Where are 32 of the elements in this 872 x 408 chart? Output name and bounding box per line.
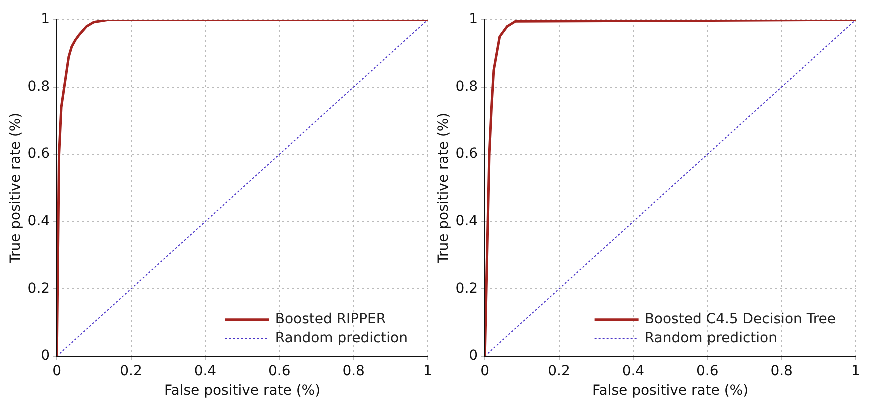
legend-label: Boosted C4.5 Decision Tree	[644, 312, 836, 328]
x-tick-label: 0.6	[696, 363, 719, 380]
y-tick-label: 0.4	[28, 213, 50, 230]
legend-label: Boosted RIPPER	[275, 312, 386, 328]
y-tick-label: 0.8	[28, 78, 50, 95]
x-tick-label: 0.2	[548, 363, 570, 380]
y-tick-label: 0.2	[456, 280, 478, 297]
y-tick-label: 0.6	[28, 146, 50, 162]
y-tick-label: 0	[469, 348, 478, 364]
y-tick-label: 1	[41, 12, 50, 28]
y-axis-title: True positive rate (%)	[8, 112, 24, 265]
x-tick-label: 0.2	[120, 363, 142, 380]
x-tick-label: 0	[480, 363, 490, 380]
x-tick-label: 0.8	[770, 363, 793, 380]
legend-label: Random prediction	[275, 330, 408, 347]
y-tick-label: 0.8	[456, 78, 478, 95]
x-axis-title: False positive rate (%)	[592, 383, 749, 400]
x-tick-label: 0.6	[268, 363, 291, 380]
x-tick-label: 1	[424, 363, 432, 380]
x-axis-title: False positive rate (%)	[164, 383, 321, 400]
y-tick-label: 0.4	[456, 213, 478, 230]
y-tick-label: 1	[469, 12, 478, 28]
y-tick-label: 0.6	[456, 146, 478, 162]
y-tick-label: 0	[41, 348, 50, 364]
x-tick-label: 0.4	[622, 363, 645, 380]
x-tick-label: 0.8	[342, 363, 365, 380]
x-tick-label: 0.4	[194, 363, 217, 380]
y-axis-title: True positive rate (%)	[436, 112, 452, 265]
x-tick-label: 0	[52, 363, 62, 380]
x-tick-label: 1	[852, 363, 860, 380]
y-tick-label: 0.2	[28, 280, 50, 297]
legend-label: Random prediction	[644, 330, 778, 347]
